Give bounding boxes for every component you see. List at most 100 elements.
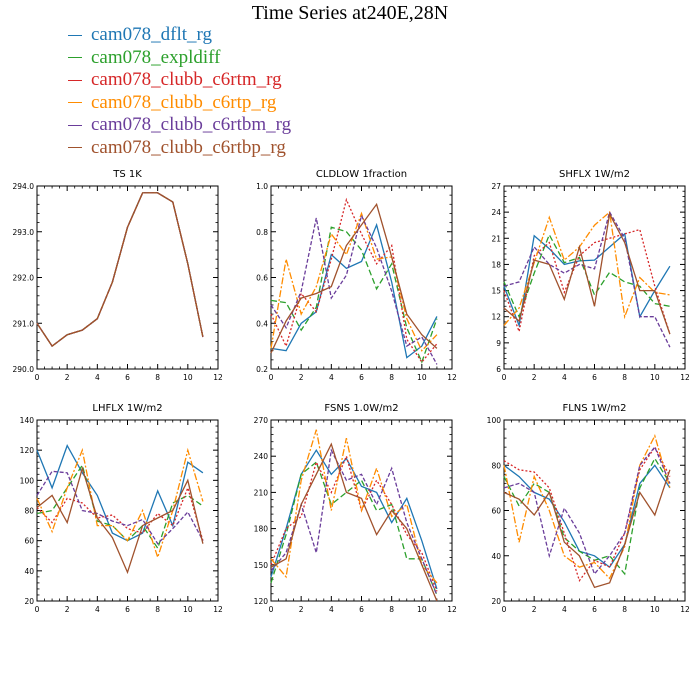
panel-title: TS 1K: [112, 169, 142, 180]
series-line: [36, 447, 204, 560]
x-tick-label: 8: [389, 605, 394, 614]
series-line: [270, 213, 438, 365]
x-tick-label: 0: [35, 373, 40, 382]
series-line: [503, 445, 671, 583]
legend-swatch: [68, 57, 82, 59]
x-tick-label: 4: [95, 373, 100, 382]
y-tick-label: 15: [491, 287, 501, 296]
x-tick-label: 4: [562, 373, 567, 382]
x-tick-label: 12: [213, 373, 223, 382]
series-line: [36, 444, 204, 542]
series-line: [503, 457, 671, 576]
plot-frame: [503, 419, 686, 602]
x-tick-label: 12: [213, 605, 223, 614]
y-tick-label: 120: [20, 446, 35, 455]
x-tick-label: 6: [359, 373, 364, 382]
legend-label: cam078_expldiff: [91, 46, 221, 68]
series-line: [270, 442, 438, 602]
y-tick-label: 0.2: [256, 365, 268, 374]
legend-label: cam078_dflt_rg: [91, 24, 213, 45]
series-line: [270, 211, 438, 352]
x-tick-label: 0: [269, 373, 274, 382]
legend-entry: cam078_clubb_c6rtp_rg: [66, 92, 291, 115]
legend-entry: cam078_clubb_c6rtbm_rg: [66, 114, 291, 137]
panel-title: FSNS 1.0W/m2: [324, 403, 398, 414]
series-line: [503, 464, 671, 569]
x-tick-label: 6: [359, 605, 364, 614]
y-tick-label: 291.0: [13, 319, 35, 328]
x-tick-label: 2: [532, 605, 537, 614]
x-tick-label: 8: [155, 373, 160, 382]
y-tick-label: 140: [20, 416, 35, 425]
y-tick-label: 100: [20, 476, 35, 485]
series-line: [36, 192, 204, 348]
y-tick-label: 20: [24, 597, 34, 606]
series-line: [270, 461, 438, 596]
legend-entry: cam078_clubb_c6rtbp_rg: [66, 137, 291, 160]
legend-label: cam078_clubb_c6rtp_rg: [91, 91, 277, 113]
x-tick-label: 10: [183, 605, 193, 614]
y-tick-label: 0.6: [256, 274, 268, 283]
y-tick-label: 100: [487, 416, 502, 425]
y-tick-label: 27: [491, 182, 501, 191]
legend-entry: cam078_dflt_rg: [66, 24, 291, 47]
series-line: [503, 434, 671, 580]
x-tick-label: 6: [125, 605, 130, 614]
y-tick-label: 240: [254, 452, 269, 461]
legend-swatch: [68, 102, 82, 104]
page-title: Time Series at240E,28N: [251, 2, 449, 24]
legend-swatch: [68, 79, 82, 81]
legend-swatch: [68, 147, 82, 149]
y-tick-label: 1.0: [256, 182, 268, 191]
x-tick-label: 0: [502, 605, 507, 614]
x-tick-label: 2: [532, 373, 537, 382]
x-tick-label: 0: [502, 373, 507, 382]
legend-label: cam078_clubb_c6rtbp_rg: [91, 136, 286, 158]
series-line: [503, 232, 671, 328]
x-tick-label: 2: [299, 605, 304, 614]
y-tick-label: 80: [24, 507, 34, 516]
panel-title: FLNS 1W/m2: [562, 403, 626, 414]
x-tick-label: 10: [650, 373, 660, 382]
y-tick-label: 9: [496, 339, 501, 348]
y-tick-label: 150: [254, 561, 269, 570]
series-line: [270, 197, 438, 364]
series-line: [503, 445, 671, 576]
x-tick-label: 2: [65, 373, 70, 382]
x-tick-label: 0: [35, 605, 40, 614]
x-tick-label: 4: [95, 605, 100, 614]
x-tick-label: 8: [389, 373, 394, 382]
x-tick-label: 10: [417, 605, 427, 614]
legend-label: cam078_clubb_c6rtbm_rg: [91, 114, 292, 135]
y-tick-label: 18: [491, 260, 501, 269]
legend-entry: cam078_expldiff: [66, 47, 291, 70]
y-tick-label: 270: [254, 416, 269, 425]
x-tick-label: 10: [417, 373, 427, 382]
series-line: [270, 222, 438, 359]
y-tick-label: 6: [496, 365, 501, 374]
y-tick-label: 290.0: [13, 365, 35, 374]
x-tick-label: 6: [592, 605, 597, 614]
series-line: [270, 202, 438, 354]
plot-frame: [503, 185, 686, 370]
x-tick-label: 12: [680, 605, 690, 614]
series-line: [270, 454, 438, 592]
series-line: [270, 429, 438, 584]
legend-swatch: [68, 124, 82, 126]
y-tick-label: 293.0: [13, 228, 35, 237]
x-tick-label: 12: [680, 373, 690, 382]
y-tick-label: 180: [254, 525, 269, 534]
legend: cam078_dflt_rg cam078_expldiff cam078_cl…: [66, 24, 291, 159]
legend-label: cam078_clubb_c6rtm_rg: [91, 69, 282, 90]
series-line: [36, 192, 204, 348]
x-tick-label: 6: [592, 373, 597, 382]
series-line: [270, 226, 438, 364]
series-line: [36, 192, 204, 348]
series-line: [503, 211, 671, 335]
y-tick-label: 80: [491, 461, 501, 470]
x-tick-label: 2: [65, 605, 70, 614]
x-tick-label: 4: [562, 605, 567, 614]
x-tick-label: 2: [299, 373, 304, 382]
y-tick-label: 40: [491, 552, 501, 561]
